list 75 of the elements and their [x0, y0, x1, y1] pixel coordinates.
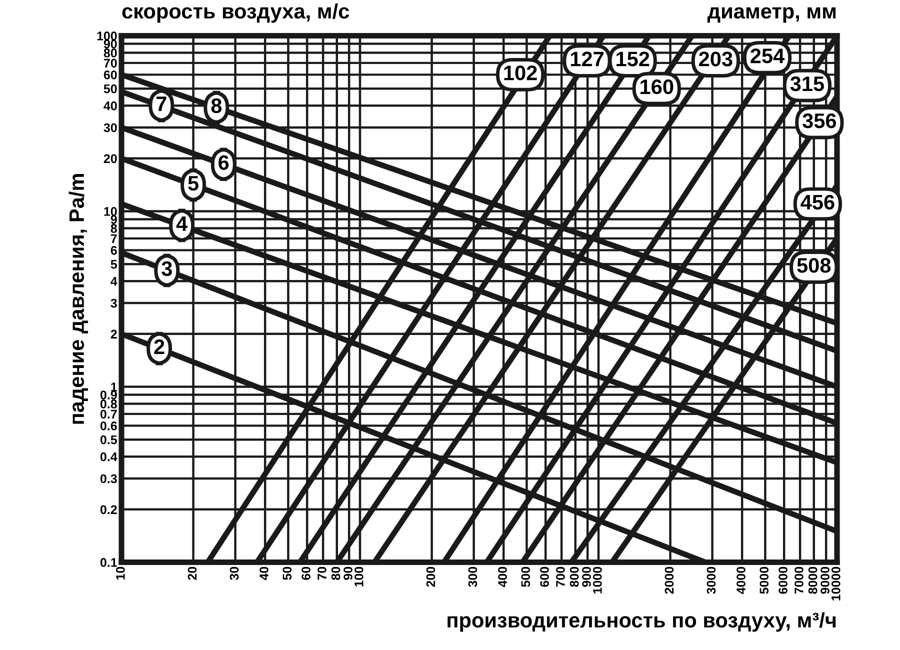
x-tick-label: 500 — [521, 566, 530, 587]
y-tick-label: 0.1 — [100, 558, 117, 567]
annotation: 315 — [790, 76, 824, 92]
x-tick-label: 4000 — [736, 566, 746, 594]
annotation: 5 — [188, 176, 199, 191]
y-tick-label: 0.7 — [100, 410, 117, 419]
x-tick-label: 8000 — [808, 566, 818, 594]
x-tick-label: 9000 — [820, 566, 830, 594]
y-tick-label: 5 — [110, 260, 117, 269]
y-tick-label: 0.4 — [100, 452, 118, 462]
y-tick-label: 0.8 — [100, 400, 117, 408]
x-tick-label: 600 — [540, 566, 549, 587]
y-tick-label: 50 — [104, 84, 117, 94]
x-axis-title: производительность по воздуху, м³/ч — [448, 612, 836, 632]
y-tick-label: 0.2 — [100, 505, 117, 514]
annotation: 356 — [802, 113, 836, 128]
y-axis-title: падение давления, Pa/m — [68, 174, 88, 424]
x-tick-label: 80 — [331, 566, 340, 580]
annotation: 203 — [699, 52, 732, 66]
text: диаметр, мм — [707, 7, 836, 23]
y-tick-label: 10 — [104, 207, 117, 216]
annotation: 152 — [616, 52, 650, 66]
y-tick-label: 0.6 — [100, 421, 117, 430]
x-tick-label: 300 — [468, 566, 478, 587]
annotation: 508 — [797, 258, 831, 273]
y-tick-label: 8 — [110, 224, 117, 233]
x-tick-label: 7000 — [794, 566, 804, 594]
x-tick-label: 100 — [354, 566, 364, 586]
y-tick-label: 0.9 — [100, 390, 117, 400]
y-tick-label: 20 — [104, 154, 117, 164]
x-tick-label: 30 — [230, 566, 239, 580]
y-tick-label: 6 — [110, 246, 117, 255]
chart-title: скорость воздуха, м/с — [122, 3, 350, 23]
annotation: 3 — [162, 261, 172, 276]
annotation: 160 — [640, 79, 674, 94]
y-tick-label: 80 — [104, 48, 117, 58]
y-tick-label: 70 — [104, 58, 117, 68]
y-tick-label: 9 — [110, 215, 117, 224]
y-tick-label: 0.3 — [100, 474, 117, 484]
x-tick-label: 90 — [344, 566, 352, 580]
y-tick-label: 60 — [104, 70, 117, 80]
annotation: 254 — [750, 48, 785, 64]
x-tick-label: 60 — [302, 566, 310, 580]
y-tick-label: 40 — [104, 101, 117, 110]
x-tick-label: 800 — [570, 566, 579, 587]
annotation: 456 — [800, 194, 834, 210]
x-tick-label: 20 — [188, 566, 197, 580]
annotation: 2 — [154, 339, 164, 354]
annotation: 4 — [176, 216, 188, 231]
annotation: 102 — [504, 66, 537, 80]
y-tick-label: 30 — [104, 123, 117, 132]
annotation: 8 — [211, 98, 222, 114]
x-tick-label: 70 — [318, 566, 326, 580]
x-tick-label: 400 — [498, 566, 507, 588]
x-tick-label: 5000 — [760, 566, 769, 594]
y-tick-label: 3 — [110, 298, 117, 308]
y-tick-label: 4 — [110, 277, 118, 286]
x-tick-label: 50 — [282, 566, 292, 580]
y-tick-label: 7 — [110, 234, 117, 243]
x-tick-label: 900 — [582, 566, 591, 587]
x-tick-label: 1000 — [593, 566, 602, 594]
x-tick-label: 700 — [556, 566, 565, 587]
y-tick-label: 2 — [110, 330, 117, 338]
x-tick-label: 2000 — [664, 566, 674, 594]
annotation: 7 — [156, 96, 166, 111]
x-tick-label: 3000 — [706, 566, 716, 594]
y-tick-label: 100 — [97, 32, 117, 40]
annotation: 127 — [570, 52, 604, 66]
x-tick-label: 6000 — [778, 566, 788, 594]
x-tick-label: 10000 — [832, 566, 840, 600]
annotation: 6 — [218, 155, 229, 170]
y-tick-label: 0.5 — [100, 435, 117, 444]
x-tick-label: 200 — [426, 566, 436, 587]
x-tick-label: 40 — [260, 566, 268, 580]
y-tick-label: 90 — [104, 40, 117, 48]
